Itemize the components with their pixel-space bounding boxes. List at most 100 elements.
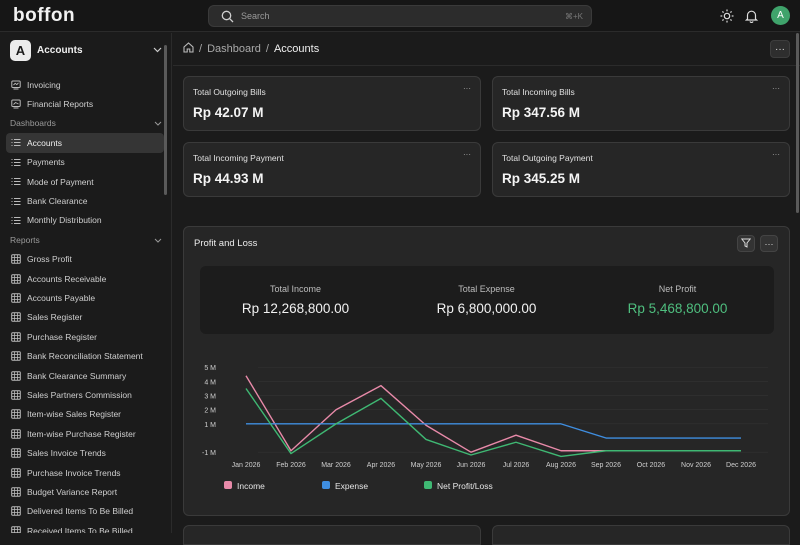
y-tick-label: -1 M	[202, 450, 216, 457]
bell-icon[interactable]	[743, 8, 759, 24]
breadcrumb-dashboard[interactable]: Dashboard	[207, 43, 261, 55]
sidebar-item-label: Bank Reconciliation Statement	[27, 351, 143, 362]
summary-value: Rp 6,800,000.00	[436, 301, 537, 316]
filter-icon	[740, 238, 752, 250]
table-icon	[10, 409, 21, 420]
sidebar-item-label: Accounts	[27, 137, 62, 148]
home-icon[interactable]	[183, 42, 194, 56]
summary-net-profit: Net Profit Rp 5,468,800.00	[582, 266, 773, 334]
profit-loss-chart: 5 M 4 M 3 M 2 M 1 M -1 M Jan 2026 Feb 2026 Mar 2…	[202, 365, 768, 491]
sidebar-item-accounts-receivable[interactable]: Accounts Receivable	[6, 269, 164, 288]
series-line-expense	[246, 423, 741, 439]
user-avatar[interactable]: A	[771, 6, 790, 25]
card-menu-icon[interactable]: ···	[463, 150, 471, 159]
card-title: Total Outgoing Payment	[502, 153, 593, 163]
y-tick-label: 1 M	[204, 422, 216, 429]
sidebar-item-label: Accounts Payable	[27, 292, 96, 303]
sidebar-item-label: Sales Register	[27, 312, 83, 323]
sidebar-item-accounts[interactable]: Accounts	[6, 133, 164, 153]
x-tick-label: Dec 2026	[726, 462, 756, 469]
sun-icon[interactable]	[719, 8, 735, 24]
x-tick-label: Aug 2026	[546, 462, 576, 469]
sidebar-item-purchase-register[interactable]: Purchase Register	[6, 327, 164, 346]
sidebar-scrollbar[interactable]	[164, 45, 167, 195]
legend-label: Net Profit/Loss	[437, 481, 493, 491]
chevron-down-icon	[153, 45, 162, 55]
top-bar: boffon Search ⌘+K A	[0, 0, 800, 32]
y-tick-label: 2 M	[204, 408, 216, 415]
sidebar-item-financial-reports[interactable]: Financial Reports	[6, 94, 164, 113]
sidebar-item-sales-register[interactable]: Sales Register	[6, 308, 164, 327]
card-menu-icon[interactable]: ···	[463, 84, 471, 93]
sidebar-group-dashboards[interactable]: Dashboards	[6, 114, 164, 133]
breadcrumb-separator: /	[199, 43, 203, 55]
sidebar-item-item-wise-sales-register[interactable]: Item-wise Sales Register	[6, 405, 164, 424]
card-value: Rp 42.07 M	[193, 105, 264, 120]
table-icon	[10, 370, 21, 381]
card-value: Rp 345.25 M	[502, 171, 581, 186]
card-menu-icon[interactable]: ···	[772, 150, 780, 159]
main-scrollbar[interactable]	[796, 33, 799, 213]
card-value: Rp 44.93 M	[193, 171, 264, 186]
list-icon	[10, 196, 21, 206]
sidebar-group-reports[interactable]: Reports	[6, 230, 164, 249]
summary-total-expense: Total Expense Rp 6,800,000.00	[391, 266, 582, 334]
summary-value: Rp 12,268,800.00	[241, 301, 350, 316]
table-icon	[10, 390, 21, 400]
search-shortcut: ⌘+K	[564, 12, 583, 21]
search-icon	[221, 10, 234, 25]
table-icon	[10, 506, 21, 517]
x-tick-label: Nov 2026	[681, 462, 711, 469]
y-tick-label: 5 M	[204, 365, 216, 372]
sidebar-item-gross-profit[interactable]: Gross Profit	[6, 250, 164, 269]
card-title: Total Incoming Bills	[502, 87, 575, 97]
page-more-button[interactable]: ···	[770, 40, 790, 58]
legend-swatch	[424, 481, 432, 489]
workspace-switcher[interactable]: A Accounts	[10, 38, 162, 62]
invoice-icon	[10, 80, 21, 90]
sidebar-item-budget-variance-report[interactable]: Budget Variance Report	[6, 482, 164, 501]
card-total-incoming-payment[interactable]: Total Incoming Payment Rp 44.93 M ···	[183, 142, 481, 197]
sidebar-item-label: Purchase Invoice Trends	[27, 467, 121, 478]
sidebar-item-invoicing[interactable]: Invoicing	[6, 75, 164, 94]
sidebar-item-label: Accounts Receivable	[27, 273, 107, 284]
search-input[interactable]: Search ⌘+K	[208, 5, 592, 27]
sidebar-item-sales-partners-commission[interactable]: Sales Partners Commission	[6, 385, 164, 404]
sidebar-item-item-wise-purchase-register[interactable]: Item-wise Purchase Register	[6, 424, 164, 443]
sidebar-item-sales-invoice-trends[interactable]: Sales Invoice Trends	[6, 443, 164, 462]
sidebar-item-label: Invoicing	[27, 79, 61, 90]
sidebar-item-purchase-invoice-trends[interactable]: Purchase Invoice Trends	[6, 463, 164, 482]
series-line-net-profit-loss	[245, 388, 741, 458]
card-total-outgoing-bills[interactable]: Total Outgoing Bills Rp 42.07 M ···	[183, 76, 481, 131]
table-icon	[10, 487, 21, 497]
sidebar-item-mode-of-payment[interactable]: Mode of Payment	[6, 172, 164, 191]
app-logo[interactable]: boffon	[13, 5, 76, 26]
card-title: Total Outgoing Bills	[193, 87, 266, 97]
sidebar-item-bank-clearance-summary[interactable]: Bank Clearance Summary	[6, 366, 164, 385]
sidebar-item-received-items-to-be-billed[interactable]: Received Items To Be Billed	[6, 521, 164, 533]
x-tick-label: Jun 2026	[457, 462, 486, 469]
sidebar-item-delivered-items-to-be-billed[interactable]: Delivered Items To Be Billed	[6, 502, 164, 521]
sidebar-nav: Invoicing Financial Reports Dashboards Acco…	[6, 75, 164, 533]
card-total-outgoing-payment[interactable]: Total Outgoing Payment Rp 345.25 M ···	[492, 142, 790, 197]
card-menu-icon[interactable]: ···	[772, 84, 780, 93]
y-tick-label: 4 M	[204, 379, 216, 386]
sidebar-item-monthly-distribution[interactable]: Monthly Distribution	[6, 211, 164, 230]
breadcrumb-separator: /	[265, 43, 269, 55]
table-icon	[10, 428, 21, 439]
card-total-incoming-bills[interactable]: Total Incoming Bills Rp 347.56 M ···	[492, 76, 790, 131]
breadcrumb-accounts: Accounts	[273, 43, 320, 55]
sidebar-item-payments[interactable]: Payments	[6, 153, 164, 172]
list-icon	[10, 215, 21, 225]
sidebar-item-bank-clearance[interactable]: Bank Clearance	[6, 191, 164, 210]
panel-more-button[interactable]: ···	[760, 235, 778, 252]
sidebar-item-accounts-payable[interactable]: Accounts Payable	[6, 288, 164, 307]
top-actions: A	[719, 6, 790, 25]
sidebar-item-label: Item-wise Sales Register	[27, 409, 122, 420]
summary-label: Net Profit	[658, 284, 697, 294]
legend-label: Expense	[335, 481, 368, 491]
sidebar-item-label: Payments	[27, 157, 65, 168]
filter-button[interactable]	[737, 235, 755, 252]
search-placeholder: Search	[241, 11, 270, 21]
sidebar-item-bank-reconciliation-statement[interactable]: Bank Reconciliation Statement	[6, 346, 164, 365]
